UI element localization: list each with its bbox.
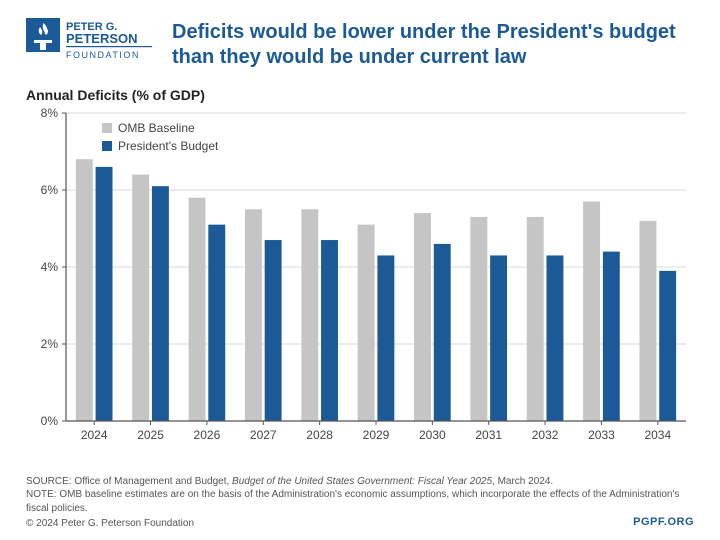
bar <box>640 221 657 421</box>
y-axis-title: Annual Deficits (% of GDP) <box>26 87 694 103</box>
y-tick-label: 0% <box>41 414 59 428</box>
bar <box>434 244 451 421</box>
x-tick-label: 2032 <box>532 428 559 442</box>
source-prefix: SOURCE: Office of Management and Budget, <box>26 476 232 487</box>
bar <box>152 186 169 421</box>
y-tick-label: 6% <box>41 183 59 197</box>
y-tick-label: 2% <box>41 337 59 351</box>
bar <box>189 198 206 421</box>
bar <box>659 271 676 421</box>
note-line: NOTE: OMB baseline estimates are on the … <box>26 488 694 515</box>
bar <box>470 217 487 421</box>
y-tick-label: 4% <box>41 260 59 274</box>
legend-swatch <box>102 141 112 151</box>
bar <box>265 240 282 421</box>
bar <box>96 167 113 421</box>
bar <box>208 225 225 421</box>
x-tick-label: 2029 <box>363 428 390 442</box>
source-line: SOURCE: Office of Management and Budget,… <box>26 475 694 489</box>
x-tick-label: 2030 <box>419 428 446 442</box>
bar <box>414 213 431 421</box>
legend-label: OMB Baseline <box>118 121 195 135</box>
bar-chart: 0% 2% 4% 6% 8% 2024 2025 2026 2027 2028 2029 2030 20… <box>26 107 694 447</box>
y-tick-label: 8% <box>41 107 59 120</box>
x-tick-label: 2026 <box>194 428 221 442</box>
bar <box>490 255 507 421</box>
header: PETER G. PETERSON FOUNDATION Deficits wo… <box>26 18 694 71</box>
bar <box>603 252 620 421</box>
legend-swatch <box>102 123 112 133</box>
x-tick-label: 2024 <box>81 428 108 442</box>
bar <box>301 209 318 421</box>
org-name-line2: PETERSON <box>66 31 138 46</box>
bar <box>527 217 544 421</box>
source-italic: Budget of the United States Government: … <box>232 476 492 487</box>
bar <box>132 175 149 421</box>
org-logo: PETER G. PETERSON FOUNDATION <box>26 18 156 71</box>
chart-title: Deficits would be lower under the Presid… <box>172 20 694 70</box>
bar <box>583 202 600 421</box>
org-link[interactable]: PGPF.ORG <box>633 515 694 530</box>
org-name-line3: FOUNDATION <box>66 50 140 60</box>
bar <box>76 159 93 421</box>
source-suffix: , March 2024. <box>492 476 553 487</box>
legend-label: President's Budget <box>118 139 219 153</box>
x-tick-label: 2027 <box>250 428 277 442</box>
bar <box>245 209 262 421</box>
torch-icon: PETER G. PETERSON FOUNDATION <box>26 18 156 66</box>
x-tick-label: 2031 <box>475 428 502 442</box>
page: PETER G. PETERSON FOUNDATION Deficits wo… <box>0 0 720 540</box>
x-tick-label: 2028 <box>306 428 333 442</box>
x-tick-label: 2034 <box>644 428 671 442</box>
copyright-line: © 2024 Peter G. Peterson Foundation <box>26 517 194 531</box>
x-tick-label: 2025 <box>137 428 164 442</box>
bar <box>321 240 338 421</box>
bar <box>547 255 564 421</box>
legend: OMB Baseline President's Budget <box>102 121 219 153</box>
footer: SOURCE: Office of Management and Budget,… <box>26 475 694 530</box>
x-tick-label: 2033 <box>588 428 615 442</box>
bar <box>377 255 394 421</box>
bar <box>358 225 375 421</box>
chart-area: 0% 2% 4% 6% 8% 2024 2025 2026 2027 2028 2029 2030 20… <box>26 107 694 469</box>
